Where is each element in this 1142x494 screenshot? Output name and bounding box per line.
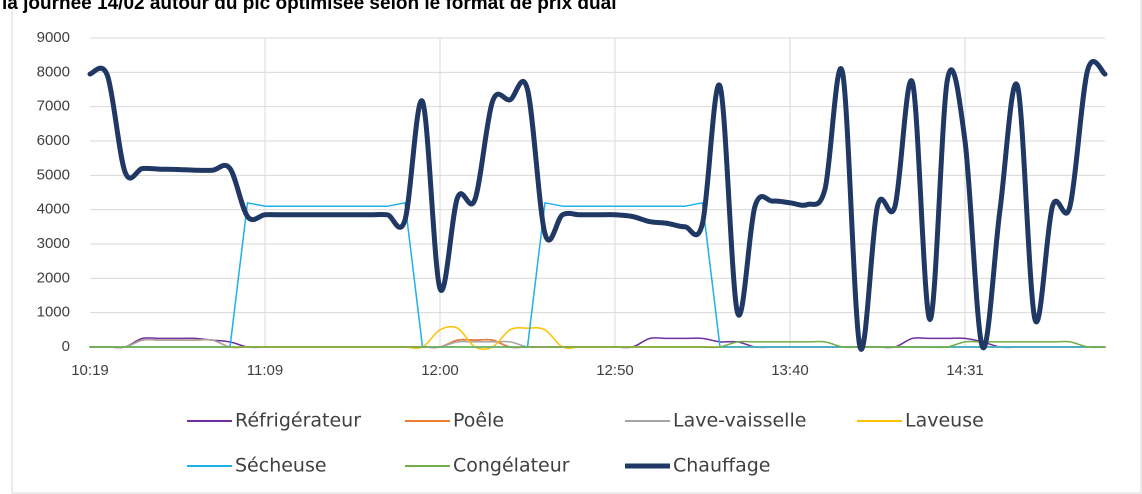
legend-label: Réfrigérateur: [235, 410, 361, 432]
series-line: [89, 340, 1106, 349]
x-tick-label: 12:50: [596, 362, 634, 379]
legend-label: Sécheuse: [235, 455, 327, 477]
legend-label: Lave-vaisselle: [673, 410, 806, 432]
y-tick-label: 9000: [37, 29, 70, 46]
chart-border: [11, 0, 1142, 494]
y-tick-label: 8000: [37, 63, 70, 80]
series-line: [89, 202, 1106, 348]
y-tick-label: 1000: [37, 304, 70, 321]
legend-label: Laveuse: [905, 410, 984, 432]
y-tick-label: 0: [62, 338, 70, 355]
y-tick-label: 7000: [37, 98, 70, 115]
y-tick-label: 4000: [37, 201, 70, 218]
legend-label: Congélateur: [453, 455, 570, 477]
legend-label: Poêle: [453, 410, 504, 432]
x-tick-label: 10:19: [71, 362, 109, 379]
series-line: [87, 59, 1108, 352]
chart-title: la journée 14/02 autour du pic optimisée…: [2, 0, 617, 14]
y-tick-label: 5000: [37, 166, 70, 183]
x-tick-label: 11:09: [247, 362, 283, 379]
legend-label: Chauffage: [673, 455, 770, 477]
x-tick-label: 12:00: [421, 362, 459, 379]
x-tick-label: 14:31: [946, 362, 984, 379]
y-tick-label: 3000: [37, 235, 70, 252]
y-tick-label: 6000: [37, 132, 70, 149]
y-tick-label: 2000: [37, 269, 70, 286]
x-tick-label: 13:40: [771, 362, 809, 379]
